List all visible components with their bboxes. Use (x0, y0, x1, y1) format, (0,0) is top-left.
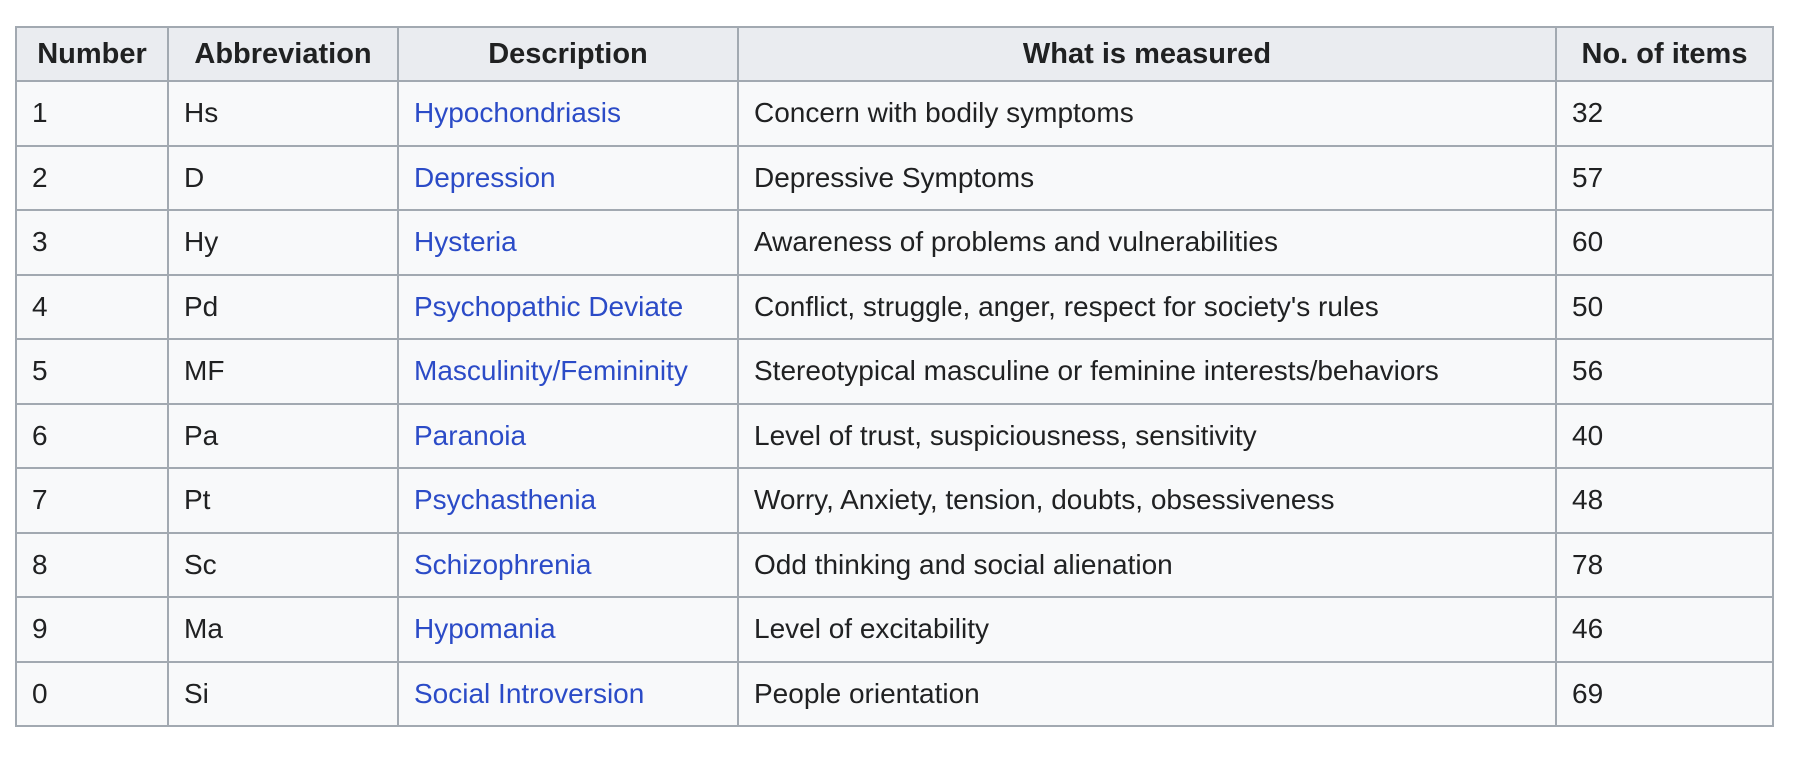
description-link[interactable]: Psychasthenia (414, 484, 597, 516)
table-row: 2 D Depression Depressive Symptoms 57 (15, 144, 1774, 211)
column-header-number: Number (15, 26, 169, 82)
number-cell: 7 (15, 467, 169, 534)
number-cell: 5 (15, 338, 169, 405)
measured-cell: Stereotypical masculine or feminine inte… (737, 338, 1557, 405)
description-cell: Hypomania (397, 596, 739, 663)
measured-cell: Level of trust, suspiciousness, sensitiv… (737, 402, 1557, 469)
mmpi-scales-table: Number Abbreviation Description What is … (15, 26, 1774, 727)
table-row: 1 Hs Hypochondriasis Concern with bodily sy… (15, 80, 1774, 147)
number-cell: 1 (15, 80, 169, 147)
description-cell: Social Introversion (397, 660, 739, 727)
items-cell: 78 (1555, 531, 1774, 598)
abbreviation-cell: Pt (167, 467, 399, 534)
number-cell: 6 (15, 402, 169, 469)
number-cell: 4 (15, 273, 169, 340)
description-cell: Schizophrenia (397, 531, 739, 598)
description-link[interactable]: Hypochondriasis (414, 97, 621, 129)
description-link[interactable]: Hysteria (414, 226, 517, 258)
column-header-measured: What is measured (737, 26, 1557, 82)
table-row: 0 Si Social Introversion People orientation… (15, 660, 1774, 727)
column-header-description: Description (397, 26, 739, 82)
items-cell: 50 (1555, 273, 1774, 340)
items-cell: 46 (1555, 596, 1774, 663)
measured-cell: Level of excitability (737, 596, 1557, 663)
measured-cell: Awareness of problems and vulnerabilitie… (737, 209, 1557, 276)
items-cell: 69 (1555, 660, 1774, 727)
table-row: 7 Pt Psychasthenia Worry, Anxiety, tension,… (15, 467, 1774, 534)
abbreviation-cell: Pa (167, 402, 399, 469)
number-cell: 0 (15, 660, 169, 727)
description-cell: Depression (397, 144, 739, 211)
column-header-abbreviation: Abbreviation (167, 26, 399, 82)
items-cell: 32 (1555, 80, 1774, 147)
measured-cell: Conflict, struggle, anger, respect for s… (737, 273, 1557, 340)
number-cell: 2 (15, 144, 169, 211)
table-row: 9 Ma Hypomania Level of excitability 46 (15, 596, 1774, 663)
description-cell: Masculinity/Femininity (397, 338, 739, 405)
description-cell: Psychopathic Deviate (397, 273, 739, 340)
number-cell: 8 (15, 531, 169, 598)
table-row: 8 Sc Schizophrenia Odd thinking and social … (15, 531, 1774, 598)
measured-cell: Depressive Symptoms (737, 144, 1557, 211)
header-row: Number Abbreviation Description What is … (15, 26, 1774, 82)
number-cell: 3 (15, 209, 169, 276)
description-link[interactable]: Paranoia (414, 419, 527, 451)
table-row: 6 Pa Paranoia Level of trust, suspiciousnes… (15, 402, 1774, 469)
abbreviation-cell: Sc (167, 531, 399, 598)
measured-cell: Worry, Anxiety, tension, doubts, obsessi… (737, 467, 1557, 534)
description-link[interactable]: Schizophrenia (414, 548, 592, 580)
table-body: 1 Hs Hypochondriasis Concern with bodily sy… (15, 80, 1774, 727)
description-link[interactable]: Psychopathic Deviate (414, 290, 684, 322)
measured-cell: Odd thinking and social alienation (737, 531, 1557, 598)
measured-cell: Concern with bodily symptoms (737, 80, 1557, 147)
description-cell: Psychasthenia (397, 467, 739, 534)
abbreviation-cell: Si (167, 660, 399, 727)
number-cell: 9 (15, 596, 169, 663)
table-row: 4 Pd Psychopathic Deviate Conflict, struggl… (15, 273, 1774, 340)
items-cell: 48 (1555, 467, 1774, 534)
abbreviation-cell: Pd (167, 273, 399, 340)
table-row: 5 MF Masculinity/Femininity Stereotypical m… (15, 338, 1774, 405)
abbreviation-cell: Hy (167, 209, 399, 276)
items-cell: 60 (1555, 209, 1774, 276)
description-cell: Hysteria (397, 209, 739, 276)
table-header: Number Abbreviation Description What is … (15, 26, 1774, 82)
description-cell: Paranoia (397, 402, 739, 469)
description-link[interactable]: Social Introversion (414, 677, 645, 709)
description-link[interactable]: Hypomania (414, 613, 556, 645)
description-link[interactable]: Depression (414, 161, 556, 193)
abbreviation-cell: D (167, 144, 399, 211)
column-header-items: No. of items (1555, 26, 1774, 82)
description-cell: Hypochondriasis (397, 80, 739, 147)
items-cell: 57 (1555, 144, 1774, 211)
items-cell: 40 (1555, 402, 1774, 469)
abbreviation-cell: Ma (167, 596, 399, 663)
abbreviation-cell: Hs (167, 80, 399, 147)
measured-cell: People orientation (737, 660, 1557, 727)
table-row: 3 Hy Hysteria Awareness of problems and vul… (15, 209, 1774, 276)
items-cell: 56 (1555, 338, 1774, 405)
description-link[interactable]: Masculinity/Femininity (414, 355, 688, 387)
abbreviation-cell: MF (167, 338, 399, 405)
